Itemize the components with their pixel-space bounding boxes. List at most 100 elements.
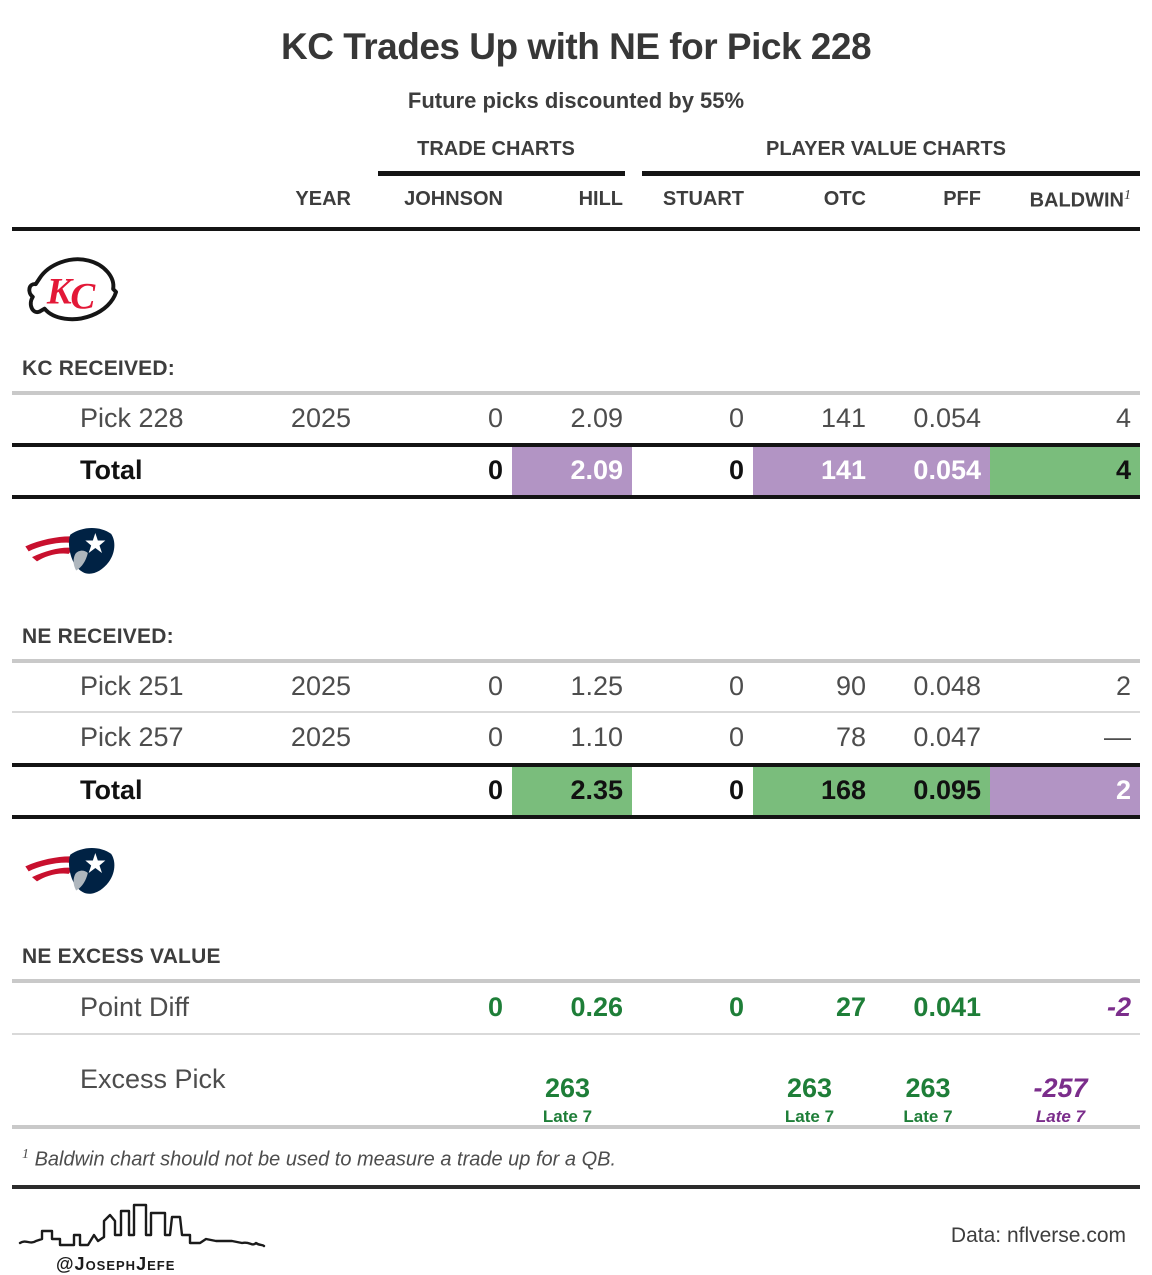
baldwin-label: BALDWIN [1029, 189, 1124, 212]
section-heading-ne: NE EXCESS VALUE [22, 944, 221, 968]
svg-text:K: K [46, 271, 74, 312]
patriots-logo-container [22, 519, 1140, 599]
cell-baldwin: 4 [1115, 403, 1131, 434]
cell-pff: 0.047 [913, 722, 981, 753]
total-cell-johnson: 0 [487, 455, 503, 486]
excess-pick-cell-otc: 263 Late 7 [753, 1035, 875, 1125]
table-sections: K C KC RECEIVED: Pick 228 2025 0 2.09 0 141 0.0… [12, 251, 1140, 1129]
excess-pick-round: Late 7 [784, 1106, 835, 1126]
excess-pick-cell-hill: 263 Late 7 [512, 1035, 632, 1125]
total-cell-stuart: 0 [728, 775, 744, 806]
total-cell-johnson: 0 [487, 775, 503, 806]
total-row-kc: Total 0 2.09 0 141 0.054 4 [12, 442, 1140, 499]
pick-label: Pick 257 [80, 722, 184, 753]
cell-year: 2025 [290, 722, 351, 753]
subtitle: Future picks discounted by 55% [407, 88, 745, 113]
cell-pff: 0.048 [913, 671, 981, 702]
cell-pff: 0.054 [913, 403, 981, 434]
excess-pick-round: Late 7 [903, 1106, 953, 1126]
total-row-ne: Total 0 2.35 0 168 0.095 2 [12, 762, 1140, 819]
section-heading-ne: NE RECEIVED: [22, 624, 174, 648]
excess-pick-value: -257 [1033, 1072, 1088, 1103]
cell-stuart: 0 [728, 722, 744, 753]
excess-pick-cell-pff: 263 Late 7 [875, 1035, 990, 1125]
cell-year: 2025 [290, 403, 351, 434]
trade-analysis-card: KC Trades Up with NE for Pick 228 Future… [0, 26, 1152, 1275]
author-signature: @JosephJefe [16, 1197, 306, 1275]
column-header-row: YEAR JOHNSON HILL STUART OTC PFF BALDWIN… [12, 188, 1140, 231]
pick-label: Pick 251 [80, 671, 184, 702]
footer: @JosephJefe Data: nflverse.com [12, 1197, 1140, 1275]
total-cell-pff: 0.095 [875, 766, 990, 815]
total-label: Total [80, 455, 143, 486]
group-trade-charts: TRADE CHARTS [360, 138, 632, 176]
cell-year [248, 767, 360, 815]
total-cell-hill: 2.09 [512, 446, 632, 495]
total-cell-baldwin: 4 [990, 446, 1140, 495]
cell-year [248, 983, 360, 1033]
excess-pick-round: Late 7 [542, 1106, 593, 1126]
column-header-year: YEAR [295, 188, 351, 210]
footnote: 1 Baldwin chart should not be used to me… [12, 1143, 1140, 1190]
excess-pick-cell-stuart [632, 1035, 753, 1125]
cell-johnson: 0 [487, 722, 503, 753]
baldwin-footnote-marker: 1 [1124, 188, 1131, 203]
excess-pick-cell-johnson [360, 1035, 512, 1125]
column-header-empty [12, 188, 248, 213]
total-cell-otc: 168 [753, 766, 875, 815]
cell-baldwin: 2 [1115, 671, 1131, 702]
point-diff-cell-baldwin: -2 [1106, 992, 1131, 1023]
excess-pick-round: Late 7 [1035, 1106, 1086, 1126]
column-group-header-row: TRADE CHARTS PLAYER VALUE CHARTS [12, 138, 1140, 176]
excess-pick-row: Excess Pick 263 Late 7 263 Late 7 263 Late 7 -2… [12, 1032, 1140, 1129]
cell-year [248, 447, 360, 495]
pick-label: Pick 228 [80, 403, 184, 434]
kc-chiefs-logo-container: K C [22, 251, 1140, 331]
column-header-johnson: JOHNSON [404, 188, 503, 210]
patriots-logo-container [22, 839, 1140, 919]
patriots-logo [25, 847, 115, 894]
total-label: Total [80, 775, 143, 806]
cell-stuart: 0 [728, 671, 744, 702]
cell-hill: 1.10 [570, 722, 623, 753]
column-header-baldwin: BALDWIN1 [990, 188, 1140, 213]
point-diff-cell-hill: 0.26 [570, 992, 623, 1023]
footnote-text: Baldwin chart should not be used to meas… [34, 1148, 617, 1171]
svg-text:C: C [70, 276, 96, 317]
cell-otc: 78 [835, 722, 866, 753]
point-diff-label: Point Diff [80, 992, 190, 1023]
excess-pick-value: 263 [905, 1072, 951, 1103]
footnote-marker: 1 [22, 1146, 29, 1162]
patriots-logo [25, 527, 115, 574]
excess-pick-label: Excess Pick [80, 1064, 226, 1095]
cell-johnson: 0 [487, 403, 503, 434]
total-cell-pff: 0.054 [875, 446, 990, 495]
author-handle: @JosephJefe [56, 1254, 176, 1275]
column-header-hill: HILL [578, 188, 623, 210]
cell-otc: 141 [820, 403, 866, 434]
point-diff-cell-stuart: 0 [728, 992, 744, 1023]
pick-row-pick-251: Pick 251 2025 0 1.25 0 90 0.048 2 [12, 658, 1140, 711]
page-title: KC Trades Up with NE for Pick 228 [280, 26, 872, 67]
cell-hill: 2.09 [570, 403, 623, 434]
data-source: Data: nflverse.com [950, 1224, 1126, 1248]
cell-hill: 1.25 [570, 671, 623, 702]
cell-year [248, 1035, 360, 1125]
cell-otc: 90 [835, 671, 866, 702]
total-cell-otc: 141 [753, 446, 875, 495]
column-header-otc: OTC [823, 188, 866, 210]
point-diff-cell-otc: 27 [835, 992, 866, 1023]
cell-stuart: 0 [728, 403, 744, 434]
group-player-value-charts: PLAYER VALUE CHARTS [632, 138, 1140, 176]
excess-pick-value: 263 [786, 1072, 833, 1103]
column-header-pff: PFF [943, 188, 981, 210]
total-cell-baldwin: 2 [990, 766, 1140, 815]
total-cell-stuart: 0 [728, 455, 744, 486]
cell-year: 2025 [290, 671, 351, 702]
column-header-stuart: STUART [662, 188, 744, 210]
excess-pick-value: 263 [544, 1072, 591, 1103]
point-diff-cell-pff: 0.041 [913, 992, 981, 1023]
group-header-spacer [12, 138, 360, 176]
kc-chiefs-logo: K C [27, 257, 119, 321]
point-diff-row: Point Diff 0 0.26 0 27 0.041 -2 [12, 978, 1140, 1033]
